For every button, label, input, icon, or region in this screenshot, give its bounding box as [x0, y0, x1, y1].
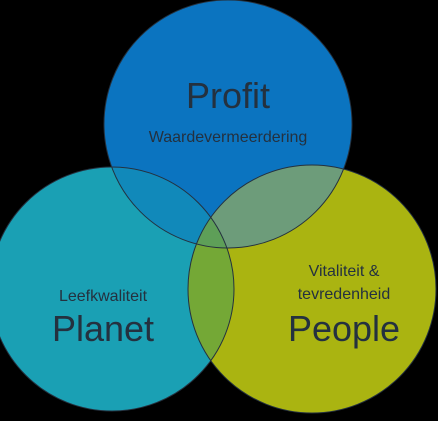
people-subtitle-line1: Vitaliteit & — [309, 263, 380, 280]
planet-outline — [0, 166, 235, 412]
planet-title: Planet — [52, 308, 154, 349]
people-title: People — [288, 308, 400, 349]
planet-subtitle: Leefkwaliteit — [59, 288, 148, 305]
profit-people-overlap — [188, 165, 352, 248]
people-subtitle-line2: tevredenheid — [298, 286, 391, 303]
profit-subtitle: Waardevermeerdering — [149, 129, 308, 146]
profit-planet-overlap — [104, 167, 234, 248]
profit-title: Profit — [186, 75, 270, 116]
people-outline — [187, 164, 437, 414]
profit-outline — [103, 0, 353, 249]
